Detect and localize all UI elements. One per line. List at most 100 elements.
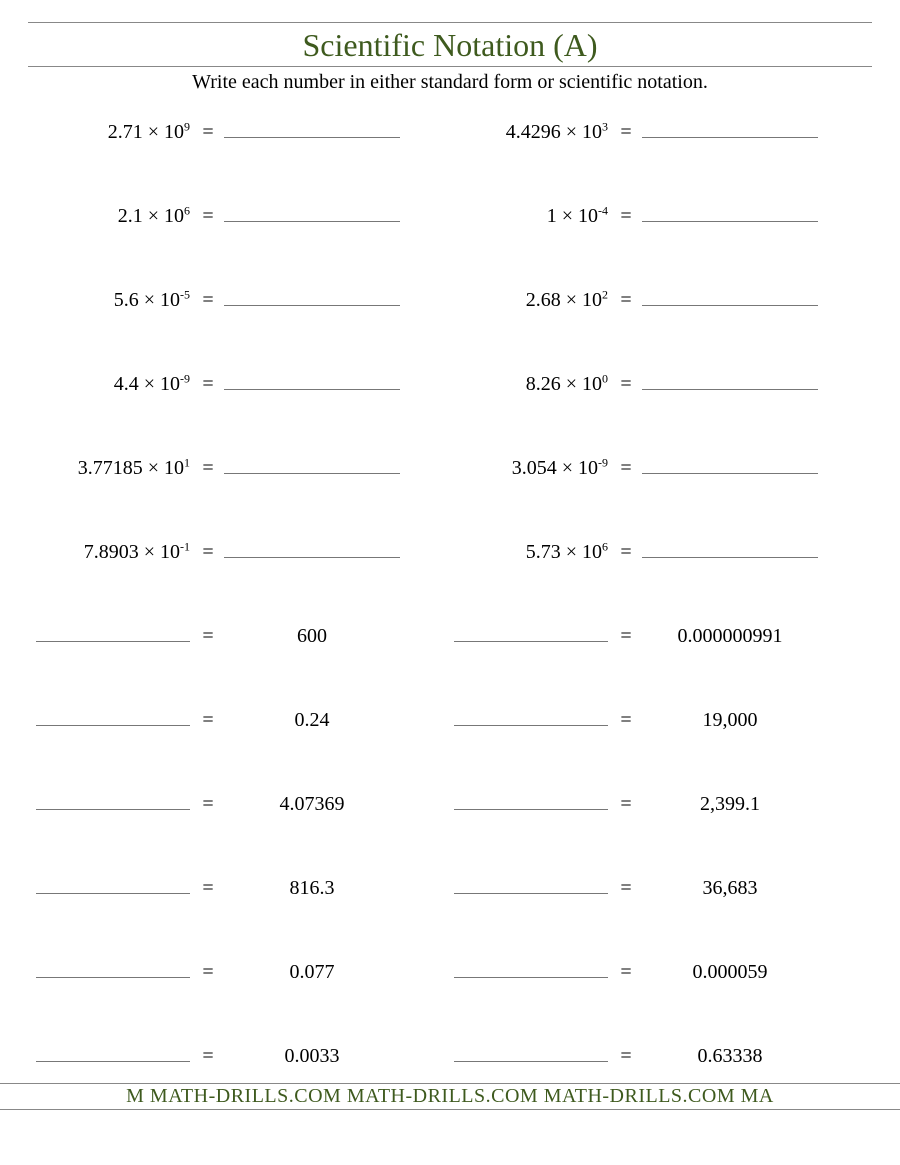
page-title: Scientific Notation (A) [28,27,872,64]
equals-sign: = [196,709,220,732]
equals-sign: = [614,289,638,312]
answer-blank[interactable] [454,956,608,978]
problem-left: 5.6 × 10-5 [36,289,196,312]
answer-blank[interactable] [642,536,818,558]
answer-blank[interactable] [454,620,608,642]
problem-right [220,452,400,480]
answer-blank[interactable] [36,620,190,642]
problem-cell: 4.4296 × 103= [454,116,864,146]
equals-sign: = [614,793,638,816]
problem-right: 36,683 [638,877,818,900]
answer-blank[interactable] [224,200,400,222]
problem-cell: 8.26 × 100= [454,368,864,398]
equals-sign: = [614,121,638,144]
problem-left [36,620,196,648]
problem-cell: =4.07369 [36,788,446,818]
equals-sign: = [614,877,638,900]
equals-sign: = [196,457,220,480]
rule-top [28,22,872,23]
equals-sign: = [614,961,638,984]
answer-blank[interactable] [224,284,400,306]
problem-left [454,956,614,984]
problem-left [36,872,196,900]
answer-blank[interactable] [454,872,608,894]
answer-blank[interactable] [36,872,190,894]
problem-left: 7.8903 × 10-1 [36,541,196,564]
problem-cell: 4.4 × 10-9= [36,368,446,398]
problem-right [638,536,818,564]
problem-right: 19,000 [638,709,818,732]
problem-cell: 5.6 × 10-5= [36,284,446,314]
equals-sign: = [614,1045,638,1068]
problem-left: 2.68 × 102 [454,289,614,312]
problem-right [638,368,818,396]
equals-sign: = [614,457,638,480]
answer-blank[interactable] [454,788,608,810]
answer-blank[interactable] [454,704,608,726]
answer-blank[interactable] [36,788,190,810]
equals-sign: = [614,205,638,228]
problem-right [220,536,400,564]
equals-sign: = [196,121,220,144]
problem-left [36,788,196,816]
problem-right [638,284,818,312]
answer-blank[interactable] [642,368,818,390]
problem-cell: =0.000059 [454,956,864,986]
problem-cell: =0.63338 [454,1040,864,1070]
problem-cell: =0.24 [36,704,446,734]
problem-cell: =0.000000991 [454,620,864,650]
problem-left: 3.77185 × 101 [36,457,196,480]
problem-cell: =600 [36,620,446,650]
answer-blank[interactable] [36,956,190,978]
problem-right [220,284,400,312]
equals-sign: = [614,709,638,732]
problem-right: 0.077 [220,961,400,984]
problem-right: 816.3 [220,877,400,900]
problem-left [454,788,614,816]
problem-left [36,956,196,984]
equals-sign: = [614,625,638,648]
problem-left: 3.054 × 10-9 [454,457,614,480]
equals-sign: = [196,289,220,312]
problem-left: 4.4296 × 103 [454,121,614,144]
problem-cell: 2.71 × 109= [36,116,446,146]
answer-blank[interactable] [224,452,400,474]
problem-left: 5.73 × 106 [454,541,614,564]
equals-sign: = [614,541,638,564]
problem-right: 0.000000991 [638,625,818,648]
rule-under-title [28,66,872,67]
problem-right: 2,399.1 [638,793,818,816]
problem-left [454,1040,614,1068]
problem-left [454,872,614,900]
problem-left: 8.26 × 100 [454,373,614,396]
footer-watermark: M MATH-DRILLS.COM MATH-DRILLS.COM MATH-D… [0,1083,900,1110]
problem-right [220,368,400,396]
answer-blank[interactable] [36,704,190,726]
problem-cell: 2.1 × 106= [36,200,446,230]
answer-blank[interactable] [224,536,400,558]
answer-blank[interactable] [642,284,818,306]
problem-right: 4.07369 [220,793,400,816]
equals-sign: = [196,961,220,984]
equals-sign: = [196,205,220,228]
problem-cell: 2.68 × 102= [454,284,864,314]
problem-right: 0.0033 [220,1045,400,1068]
answer-blank[interactable] [36,1040,190,1062]
problem-left: 4.4 × 10-9 [36,373,196,396]
answer-blank[interactable] [642,116,818,138]
problem-cell: =2,399.1 [454,788,864,818]
answer-blank[interactable] [224,116,400,138]
problem-right [638,452,818,480]
problem-cell: 3.77185 × 101= [36,452,446,482]
problem-right [638,116,818,144]
answer-blank[interactable] [224,368,400,390]
equals-sign: = [196,1045,220,1068]
answer-blank[interactable] [642,200,818,222]
answer-blank[interactable] [642,452,818,474]
equals-sign: = [196,625,220,648]
problem-right [220,200,400,228]
answer-blank[interactable] [454,1040,608,1062]
equals-sign: = [614,373,638,396]
problem-cell: 1 × 10-4= [454,200,864,230]
problem-cell: 5.73 × 106= [454,536,864,566]
